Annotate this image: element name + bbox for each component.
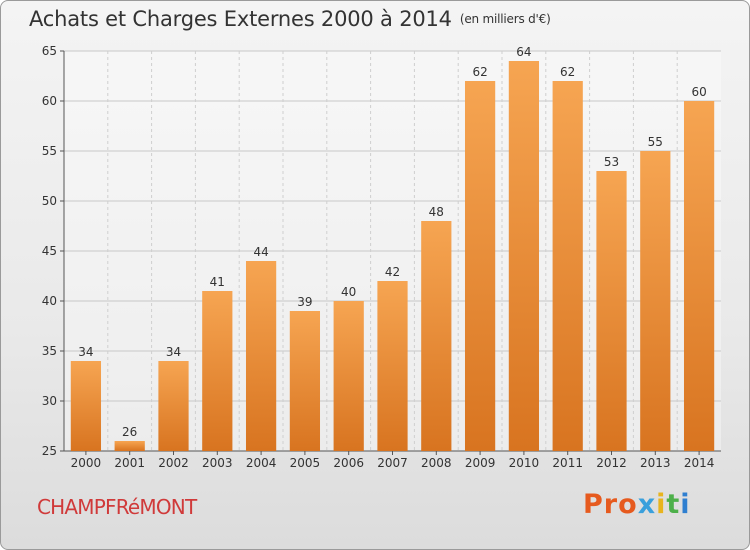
data-label: 34 — [166, 345, 181, 359]
x-tick-label: 2012 — [596, 456, 627, 470]
y-tick-label: 55 — [42, 144, 57, 158]
x-tick-label: 2010 — [509, 456, 540, 470]
bar-2001 — [114, 441, 145, 451]
proxiti-logo[interactable]: Proxiti — [583, 489, 691, 520]
x-tick-label: 2009 — [465, 456, 496, 470]
bar-2012 — [596, 171, 627, 451]
bar-2009 — [464, 81, 496, 451]
data-label: 62 — [472, 65, 487, 79]
x-tick-label: 2003 — [202, 456, 233, 470]
x-tick-label: 2007 — [377, 456, 408, 470]
location-name: CHAMPFRéMONT — [37, 495, 197, 519]
logo-letter: x — [637, 489, 657, 520]
bar-2013 — [640, 151, 671, 451]
bar-2014 — [683, 101, 715, 451]
y-tick-label: 35 — [42, 344, 57, 358]
x-tick-label: 2004 — [246, 456, 277, 470]
bar-2008 — [421, 221, 452, 451]
data-label: 53 — [604, 155, 619, 169]
bar-2007 — [377, 281, 408, 451]
data-label: 26 — [122, 425, 137, 439]
x-tick-label: 2005 — [290, 456, 321, 470]
data-label: 34 — [78, 345, 93, 359]
y-tick-label: 50 — [42, 194, 57, 208]
x-tick-label: 2013 — [640, 456, 671, 470]
logo-letter: i — [656, 489, 667, 520]
logo-letter: r — [603, 489, 619, 520]
bar-2005 — [289, 311, 321, 451]
bars — [70, 61, 715, 451]
bar-2003 — [202, 291, 233, 451]
axes: 25 30 35 40 45 50 55 60 65 2000 2001 2002 2003 2004 20… — [42, 44, 721, 470]
y-tick-label: 60 — [42, 94, 57, 108]
data-label: 62 — [560, 65, 575, 79]
chart-title: Achats et Charges Externes 2000 à 2014 (e… — [29, 7, 551, 31]
y-tick-label: 65 — [42, 44, 57, 58]
data-label: 40 — [341, 285, 356, 299]
bar-2000 — [70, 361, 102, 451]
y-tick-label: 30 — [42, 394, 57, 408]
x-tick-label: 2006 — [333, 456, 364, 470]
y-tick-label: 25 — [42, 444, 57, 458]
data-labels: 34 26 34 41 44 39 40 42 48 62 64 62 53 55 60 — [78, 45, 706, 439]
y-tick-label: 40 — [42, 294, 57, 308]
data-label: 44 — [253, 245, 268, 259]
data-label: 42 — [385, 265, 400, 279]
bar-2004 — [245, 261, 277, 451]
bar-2006 — [333, 301, 364, 451]
x-tick-label: 2000 — [71, 456, 102, 470]
bar-2011 — [552, 81, 583, 451]
x-tick-label: 2011 — [552, 456, 583, 470]
data-label: 41 — [210, 275, 225, 289]
data-label: 55 — [648, 135, 663, 149]
x-tick-label: 2008 — [421, 456, 452, 470]
logo-letter: t — [666, 489, 681, 520]
title-text: Achats et Charges Externes 2000 à 2014 — [29, 7, 452, 31]
data-label: 64 — [516, 45, 531, 59]
x-tick-label: 2002 — [158, 456, 189, 470]
data-label: 39 — [297, 295, 312, 309]
logo-letter: o — [618, 489, 638, 520]
bar-2002 — [158, 361, 189, 451]
data-label: 60 — [691, 85, 706, 99]
title-unit: (en milliers d'€) — [459, 12, 551, 26]
bar-2010 — [508, 61, 540, 451]
logo-letter: i — [680, 489, 691, 520]
logo-letter: P — [583, 489, 604, 520]
x-tick-label: 2001 — [114, 456, 145, 470]
x-tick-label: 2014 — [684, 456, 715, 470]
data-label: 48 — [429, 205, 444, 219]
y-tick-label: 45 — [42, 244, 57, 258]
